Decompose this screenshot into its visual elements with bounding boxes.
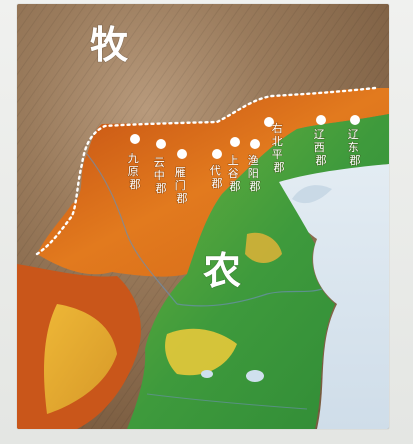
char: 郡 (130, 178, 141, 191)
lake (201, 370, 213, 378)
loess-plateau (44, 304, 117, 414)
commandery-label: 右 北 平 郡 (272, 121, 287, 174)
char: 辽 (348, 128, 359, 141)
char: 郡 (230, 180, 241, 193)
char: 上 (228, 154, 239, 167)
central-highland (165, 328, 237, 376)
terrain-map: 牧 农 九 原 郡 云 中 郡 (17, 4, 389, 429)
commandery-liaoxi[interactable]: 辽 西 郡 (313, 115, 329, 168)
commandery-dai[interactable]: 代 郡 (209, 149, 225, 191)
pastoral-label: 牧 (90, 22, 129, 67)
char: 代 (210, 164, 221, 177)
commandery-label: 辽 西 郡 (314, 128, 329, 167)
map[interactable]: 牧 农 九 原 郡 云 中 郡 (17, 4, 389, 429)
char: 郡 (316, 154, 327, 167)
river (146, 393, 308, 410)
commandery-label: 渔 阳 郡 (248, 154, 263, 193)
char: 云 (154, 156, 165, 169)
eastern-hills (245, 232, 282, 263)
commandery-label: 云 中 郡 (154, 156, 169, 195)
char: 郡 (212, 177, 223, 190)
city-dot (212, 149, 222, 159)
city-dot (316, 115, 326, 125)
char: 平 (272, 148, 283, 161)
river (86, 153, 178, 305)
city-dot (250, 139, 260, 149)
char: 北 (272, 135, 283, 148)
char: 郡 (350, 154, 361, 167)
commandery-label: 上 谷 郡 (228, 154, 243, 193)
char: 门 (175, 178, 186, 192)
commandery-yanmen[interactable]: 雁 门 郡 (174, 149, 190, 206)
commandery-yunzhong[interactable]: 云 中 郡 (153, 139, 169, 196)
char: 雁 (175, 166, 186, 179)
commandery-shanggu[interactable]: 上 谷 郡 (227, 137, 243, 194)
lake (246, 370, 264, 382)
farming-label: 农 (203, 248, 241, 293)
commandery-label: 代 郡 (210, 164, 225, 190)
city-dot (350, 115, 360, 125)
commandery-label: 雁 门 郡 (175, 166, 190, 205)
city-dot (130, 134, 140, 144)
char: 右 (272, 121, 283, 135)
border-line (35, 86, 377, 256)
char: 郡 (274, 161, 285, 174)
sea (267, 164, 389, 429)
commandery-yuyang[interactable]: 渔 阳 郡 (247, 139, 263, 194)
commandery-label: 九 原 郡 (128, 152, 143, 191)
char: 东 (348, 141, 359, 154)
char: 渔 (248, 154, 259, 167)
commandery-jiuyuan[interactable]: 九 原 郡 (127, 134, 143, 192)
city-dot (156, 139, 166, 149)
char: 原 (128, 165, 139, 178)
commandery-liaodong[interactable]: 辽 东 郡 (347, 115, 363, 168)
commandery-youbeiping[interactable]: 右 北 平 郡 (264, 117, 287, 175)
char: 郡 (250, 180, 261, 193)
city-dot (177, 149, 187, 159)
char: 阳 (248, 167, 259, 180)
char: 谷 (228, 167, 239, 180)
char: 郡 (177, 192, 188, 205)
char: 西 (314, 141, 325, 154)
char: 中 (154, 169, 165, 182)
city-dot (230, 137, 240, 147)
commandery-label: 辽 东 郡 (348, 128, 363, 167)
char: 郡 (156, 182, 167, 195)
char: 九 (128, 152, 139, 165)
river (176, 288, 323, 307)
char: 辽 (314, 128, 325, 141)
city-dot (264, 117, 274, 127)
bay (292, 185, 332, 204)
